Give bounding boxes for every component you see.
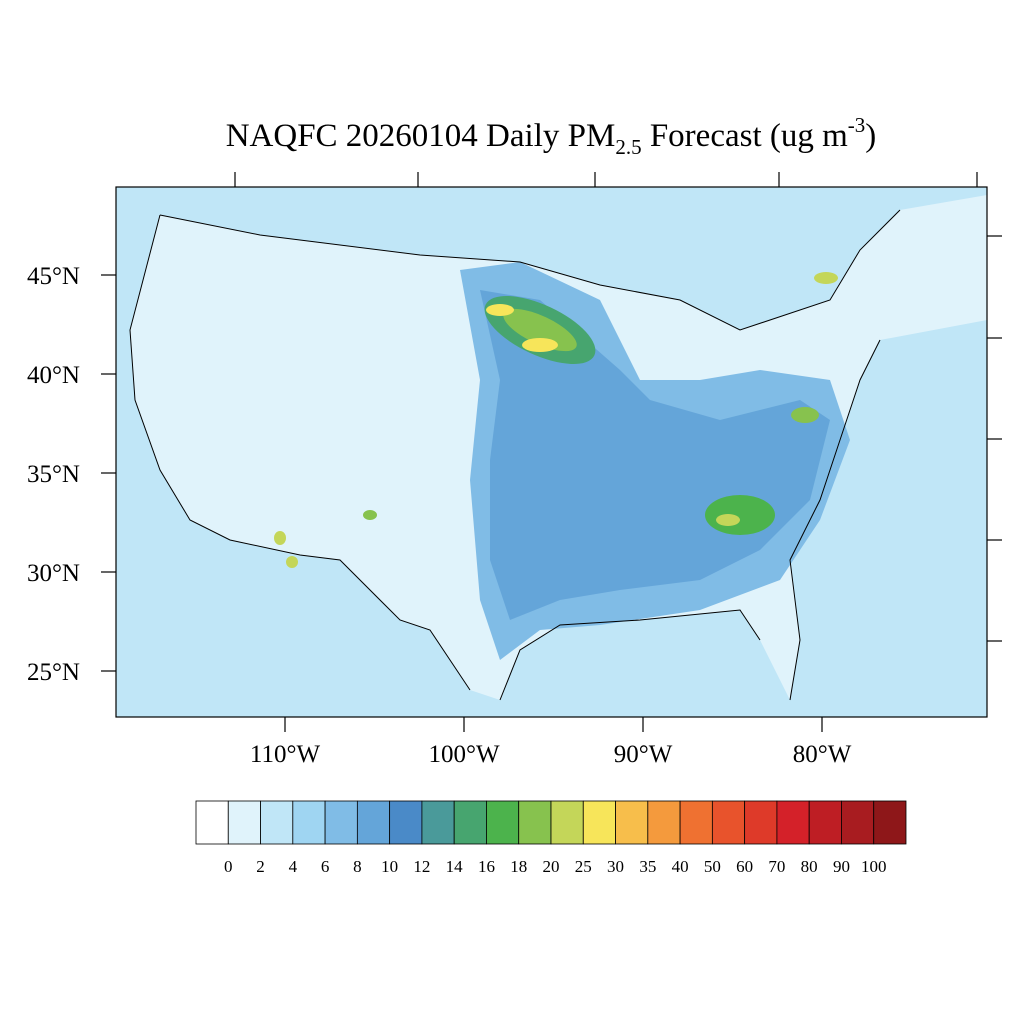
lat-label: 30°N — [27, 560, 80, 587]
colorbar-label: 90 — [833, 857, 850, 876]
colorbar: 0 2 4 6 8 10 12 14 16 18 20 25 30 35 40 50 60 70 80 90 100 — [195, 800, 907, 876]
field-plume — [716, 514, 740, 526]
lat-label: 25°N — [27, 659, 80, 686]
axes: 45°N 40°N 35°N 30°N 25°N 110°W 100°W 90°W 80°W — [27, 263, 852, 768]
colorbar-label: 2 — [256, 857, 265, 876]
colorbar-label: 70 — [768, 857, 785, 876]
colorbar-label: 12 — [413, 857, 430, 876]
field-plume — [486, 304, 514, 316]
colorbar-swatch — [808, 800, 842, 845]
colorbar-swatch — [582, 800, 616, 845]
colorbar-swatch — [453, 800, 487, 845]
field-plume — [814, 272, 838, 284]
title-end: ) — [865, 118, 876, 154]
colorbar-swatch — [873, 800, 907, 845]
colorbar-swatch — [195, 800, 229, 845]
colorbar-label: 8 — [353, 857, 362, 876]
colorbar-label: 6 — [321, 857, 330, 876]
colorbar-swatch — [647, 800, 681, 845]
colorbar-swatch — [841, 800, 875, 845]
colorbar-label: 35 — [639, 857, 656, 876]
colorbar-label: 30 — [607, 857, 624, 876]
colorbar-swatch — [324, 800, 358, 845]
colorbar-swatch — [421, 800, 455, 845]
colorbar-swatch — [744, 800, 778, 845]
field-plume — [363, 510, 377, 520]
colorbar-swatch — [615, 800, 649, 845]
frame-ticks — [234, 172, 1002, 642]
lat-label: 40°N — [27, 362, 80, 389]
lat-label: 45°N — [27, 263, 80, 290]
title-superscript: -3 — [848, 113, 866, 137]
lon-label: 80°W — [793, 741, 852, 768]
field-plume — [705, 495, 775, 535]
colorbar-label: 25 — [575, 857, 592, 876]
colorbar-label: 50 — [704, 857, 721, 876]
field-plume — [522, 338, 558, 352]
colorbar-swatch — [776, 800, 810, 845]
colorbar-label: 100 — [861, 857, 887, 876]
title-subscript: 2.5 — [615, 135, 641, 159]
colorbar-swatch — [389, 800, 423, 845]
lon-label: 90°W — [614, 741, 673, 768]
colorbar-label: 60 — [736, 857, 753, 876]
colorbar-swatch — [486, 800, 520, 845]
field-plume — [286, 556, 298, 568]
title-middle: Forecast (ug m — [642, 118, 849, 154]
colorbar-swatch — [227, 800, 261, 845]
lat-label: 35°N — [27, 461, 80, 488]
field-plume — [503, 308, 577, 352]
coastline — [129, 209, 901, 701]
field-plume — [274, 531, 286, 545]
colorbar-label: 10 — [381, 857, 398, 876]
colorbar-swatch — [292, 800, 326, 845]
field-high — [480, 290, 830, 620]
colorbar-swatch — [260, 800, 294, 845]
colorbar-label: 0 — [224, 857, 233, 876]
colorbar-swatch — [550, 800, 584, 845]
map-field — [115, 172, 1002, 718]
colorbar-label: 14 — [446, 857, 464, 876]
lon-label: 100°W — [428, 741, 499, 768]
field-plume — [791, 407, 819, 423]
colorbar-label: 80 — [801, 857, 818, 876]
colorbar-label: 20 — [543, 857, 560, 876]
colorbar-swatch — [356, 800, 391, 845]
colorbar-swatch — [679, 800, 713, 845]
colorbar-label: 16 — [478, 857, 495, 876]
colorbar-swatch — [711, 800, 746, 845]
lon-label: 110°W — [250, 741, 321, 768]
title: NAQFC 20260104 Daily PM2.5 Forecast (ug … — [226, 113, 877, 159]
colorbar-swatch — [518, 800, 552, 845]
colorbar-label: 18 — [510, 857, 527, 876]
title-main: NAQFC 20260104 Daily PM — [226, 118, 616, 154]
colorbar-label: 40 — [672, 857, 689, 876]
colorbar-label: 4 — [289, 857, 298, 876]
map-frame — [115, 186, 988, 718]
